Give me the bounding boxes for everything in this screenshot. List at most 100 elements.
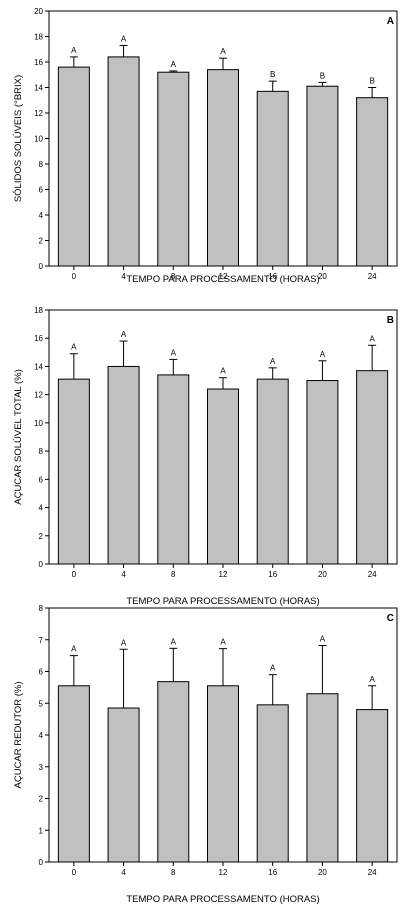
panel-b-bar-24 (356, 370, 389, 565)
panel-c-bar-16 (256, 704, 289, 863)
panel-c-bars: A A A A A A A (57, 634, 389, 863)
panel-c-x-axis: 0 4 8 12 16 20 24 (72, 862, 377, 877)
panel-b-bar-4 (107, 365, 140, 565)
panel-a-significance-20: B (320, 71, 325, 80)
panel-a-bar-24 (356, 97, 389, 267)
panel-b-significance-20: A (320, 350, 326, 359)
panel-b-significance-12: A (220, 367, 226, 376)
panel-a-y-tick-label: 4 (39, 211, 44, 220)
panel-b-significance-16: A (270, 357, 276, 366)
panel-c-bar-24 (356, 709, 389, 863)
panel-c-x-tick-label: 4 (121, 868, 126, 877)
panel-b-x-tick-label: 8 (171, 570, 176, 579)
panel-b-y-tick-label: 6 (39, 475, 44, 484)
panel-c-y-tick-label: 2 (39, 795, 44, 804)
panel-a-significance-0: A (71, 46, 77, 55)
panel-a-bar-0 (57, 66, 90, 267)
panel-b-x-tick-label: 4 (121, 570, 126, 579)
panel-b-y-tick-label: 4 (39, 504, 44, 513)
panel-c-x-axis-title: TEMPO PARA PROCESSAMENTO (HORAS) (126, 894, 319, 905)
panel-b-x-axis: 0 4 8 12 16 20 24 (72, 564, 377, 579)
panel-c-y-tick-label: 7 (39, 636, 44, 645)
panel-b-y-tick-label: 18 (34, 306, 43, 315)
panel-b-y-axis-title: AÇUCAR SOLÚVEL TOTAL (%) (13, 369, 24, 505)
panel-b-x-tick-label: 20 (318, 570, 327, 579)
panel-b-x-tick-label: 16 (268, 570, 277, 579)
panel-a-y-axis-title: SÓLIDOS SOLÚVEIS (°BRIX) (13, 75, 24, 202)
panel-c-significance-4: A (121, 638, 127, 647)
panel-a-bar-8 (157, 71, 190, 267)
panel-a-x-tick-label: 12 (219, 272, 228, 281)
panel-a-x-tick-label: 20 (318, 272, 327, 281)
panel-a-y-tick-label: 8 (39, 160, 44, 169)
panel-c-y-tick-label: 5 (39, 699, 44, 708)
panel-a-x-axis: 0 4 8 12 16 20 24 (72, 266, 377, 281)
panel-b-y-tick-label: 2 (39, 532, 44, 541)
panel-a-bar-20 (306, 85, 339, 267)
panel-c-bar-8 (157, 681, 190, 863)
panel-c-y-tick-label: 6 (39, 668, 44, 677)
panel-a-significance-12: A (220, 47, 226, 56)
panel-b-bars: A A A A A A A (57, 330, 389, 565)
panel-a-x-axis-title: TEMPO PARA PROCESSAMENTO (HORAS) (126, 274, 319, 285)
panel-c-x-tick-label: 12 (219, 868, 228, 877)
panel-a-bars: A A A A B B B (57, 34, 389, 267)
panel-a-y-tick-label: 10 (34, 135, 43, 144)
panel-b-y-tick-label: 12 (34, 391, 43, 400)
panel-a-y-tick-label: 14 (34, 84, 43, 93)
panel-a-x-tick-label: 24 (368, 272, 377, 281)
panel-a-y-tick-label: 0 (39, 262, 44, 271)
panel-c-y-tick-label: 4 (39, 731, 44, 740)
panel-c-significance-12: A (220, 638, 226, 647)
panel-c-y-axis-title: AÇUCAR REDUTOR (%) (13, 682, 24, 789)
panel-c-y-tick-label: 3 (39, 763, 44, 772)
panel-b-x-tick-label: 12 (219, 570, 228, 579)
panel-a-x-tick-label: 16 (268, 272, 277, 281)
panel-c-significance-0: A (71, 645, 77, 654)
panel-c-y-tick-label: 0 (39, 858, 44, 867)
panel-b-y-tick-label: 10 (34, 419, 43, 428)
panel-b-significance-0: A (71, 343, 77, 352)
panel-c-x-tick-label: 16 (268, 868, 277, 877)
panel-c-bar-20 (306, 693, 339, 863)
panel-b-x-tick-label: 0 (72, 570, 77, 579)
panel-c-significance-8: A (171, 637, 177, 646)
panel-a-y-tick-label: 2 (39, 237, 44, 246)
panel-a-x-tick-label: 0 (72, 272, 77, 281)
panel-a-x-tick-label: 8 (171, 272, 176, 281)
panel-c-x-tick-label: 8 (171, 868, 176, 877)
panel-c-significance-20: A (320, 634, 326, 643)
panel-b-bar-8 (157, 374, 190, 565)
panel-a-bar-12 (207, 69, 239, 267)
panel-c-y-tick-label: 1 (39, 826, 44, 835)
panel-a-x-tick-label: 4 (121, 272, 126, 281)
panel-a-bar-16 (256, 90, 289, 267)
panel-c-significance-24: A (369, 675, 375, 684)
panel-c-y-tick-label: 8 (39, 604, 44, 613)
panel-a-significance-4: A (121, 34, 127, 43)
panel-b-y-tick-label: 16 (34, 334, 43, 343)
panel-b-bar-0 (57, 378, 90, 565)
panel-a-significance-24: B (369, 77, 374, 86)
panel-a-significance-16: B (270, 70, 275, 79)
panel-a-y-tick-label: 12 (34, 109, 43, 118)
panel-a-y-tick-label: 20 (34, 7, 43, 16)
panel-b-y-tick-label: 8 (39, 447, 44, 456)
panel-c-letter: C (387, 613, 394, 624)
panel-b-y-tick-label: 0 (39, 560, 44, 569)
panel-a-y-tick-label: 6 (39, 186, 44, 195)
panel-c-y-axis: 0 1 2 3 4 5 6 7 8 (39, 604, 49, 867)
panel-b-significance-24: A (369, 334, 375, 343)
panel-c-bar-4 (107, 707, 140, 863)
panel-b-significance-8: A (171, 348, 177, 357)
panel-a-bar-4 (107, 56, 140, 267)
panel-b-y-axis: 0 2 4 6 8 10 12 14 16 18 (34, 306, 49, 569)
panel-b-x-tick-label: 24 (368, 570, 377, 579)
panel-c-bar-12 (207, 685, 239, 863)
panel-c-x-tick-label: 0 (72, 868, 77, 877)
panel-a-significance-8: A (171, 60, 177, 69)
panel-a-y-axis: 0 2 4 6 8 10 12 14 16 18 20 (34, 7, 49, 271)
